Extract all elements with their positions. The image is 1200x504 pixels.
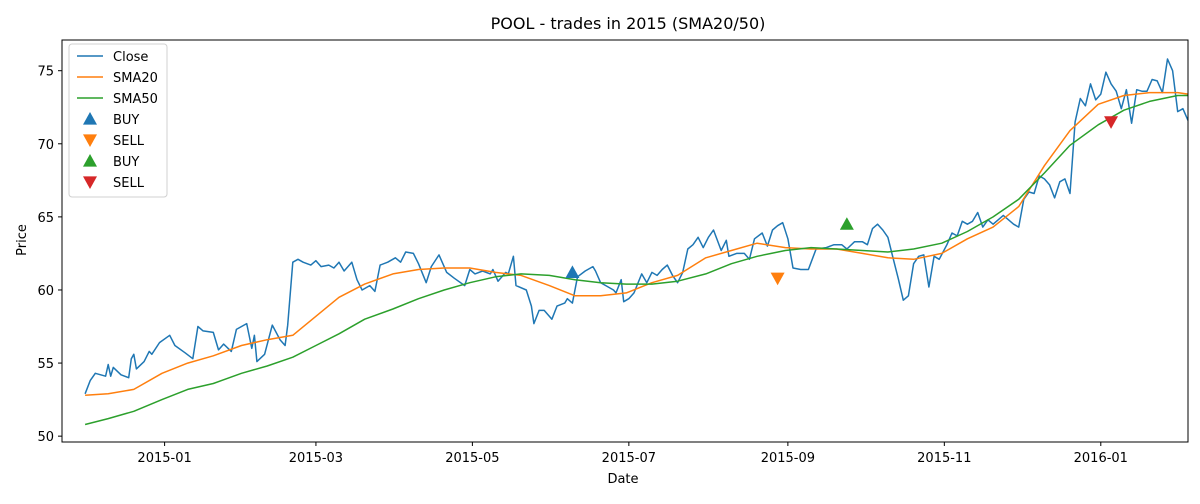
x-tick-label: 2015-01 [137,451,191,466]
series-line-close [84,58,1189,395]
x-tick-label: 2015-05 [445,451,499,466]
legend-swatch-sell [83,176,97,189]
plot-area [84,58,1189,426]
legend: Close SMA20 SMA50 BUY SELL BUY SELL [68,43,168,198]
sell-marker-2 [770,272,785,286]
buy-marker-3 [839,217,854,230]
series-line-sma20 [85,91,1189,396]
y-tick-label: 50 [37,430,54,445]
y-tick-label: 65 [37,211,54,226]
x-axis-label: Date [607,472,638,487]
y-tick-label: 70 [37,138,54,153]
legend-label-close: Close [113,50,148,65]
axes-frame [61,39,1189,443]
legend-label-buy: BUY [113,155,139,170]
legend-label-sell: SELL [113,176,145,191]
legend-box [68,43,168,198]
x-tick-label: 2015-09 [761,451,815,466]
x-tick-label: 2015-11 [917,451,971,466]
legend-label-sma20: SMA20 [113,71,158,86]
legend-swatch-buy [83,154,97,167]
y-axis-label: Price [15,224,30,256]
sell-marker-4 [1104,116,1119,129]
y-tick-label: 60 [37,284,54,299]
legend-swatch-sell [83,134,97,147]
axes: 2015-01 2015-03 2015-05 2015-07 2015-09 2015-… [37,39,1189,466]
y-tick-label: 55 [37,357,54,372]
legend-label-buy: BUY [113,113,139,128]
legend-label-sell: SELL [113,134,145,149]
y-tick-label: 75 [37,65,54,80]
legend-label-sma50: SMA50 [113,92,158,107]
x-tick-label: 2015-03 [289,451,343,466]
x-tick-label: 2015-07 [602,451,656,466]
buy-marker-1 [565,265,580,279]
series-line-sma50 [84,94,1188,426]
chart-title: POOL - trades in 2015 (SMA20/50) [491,14,766,33]
x-tick-label: 2016-01 [1074,451,1128,466]
legend-swatch-buy [83,112,97,125]
